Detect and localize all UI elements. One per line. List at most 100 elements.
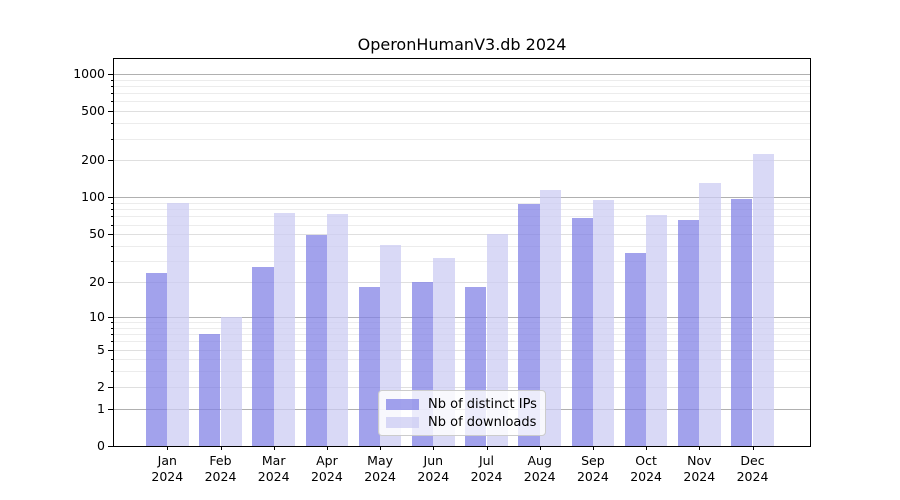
bar-downloads-feb bbox=[220, 316, 242, 446]
y-tick-minor-90 bbox=[111, 203, 114, 204]
gridline-minor-600 bbox=[114, 101, 810, 103]
gridline-major-100 bbox=[114, 197, 810, 199]
x-tick-label-nov: Nov 2024 bbox=[683, 453, 716, 485]
y-tick-label-50: 50 bbox=[89, 226, 105, 242]
gridline-minor-300 bbox=[114, 138, 810, 140]
x-tick-aug bbox=[539, 446, 541, 450]
y-tick-minor-900 bbox=[111, 79, 114, 81]
gridline-minor-70 bbox=[114, 216, 810, 218]
gridline-50 bbox=[114, 234, 810, 236]
gridline-2 bbox=[114, 386, 810, 388]
y-tick-minor-700 bbox=[111, 93, 114, 94]
x-tick-mar bbox=[273, 446, 275, 450]
x-tick-oct bbox=[646, 446, 648, 450]
gridline-major-1000 bbox=[114, 73, 810, 75]
y-tick-minor-300 bbox=[111, 138, 114, 140]
legend: Nb of distinct IPs Nb of downloads bbox=[378, 390, 546, 436]
x-tick-feb bbox=[220, 446, 222, 450]
y-tick-0 bbox=[108, 446, 114, 447]
gridline-5 bbox=[114, 349, 810, 351]
y-tick-500 bbox=[108, 111, 114, 113]
bar-downloads-oct bbox=[646, 214, 668, 446]
legend-swatch-distinct-ips bbox=[386, 398, 419, 410]
plot-area bbox=[113, 58, 811, 447]
gridline-minor-900 bbox=[114, 79, 810, 81]
bar-distinct-ips-oct bbox=[624, 253, 647, 446]
gridline-200 bbox=[114, 160, 810, 162]
bar-downloads-mar bbox=[273, 212, 295, 446]
y-tick-label-5: 5 bbox=[97, 341, 105, 357]
x-tick-label-dec: Dec 2024 bbox=[736, 453, 769, 485]
bar-downloads-apr bbox=[326, 214, 349, 446]
y-tick-label-1: 1 bbox=[97, 400, 105, 416]
y-tick-label-500: 500 bbox=[81, 103, 105, 119]
bar-downloads-jan bbox=[167, 203, 189, 446]
y-tick-20 bbox=[108, 282, 114, 283]
y-tick-1000 bbox=[108, 73, 114, 75]
y-tick-minor-60 bbox=[111, 224, 114, 226]
bar-distinct-ips-mar bbox=[252, 266, 274, 446]
x-tick-label-may: May 2024 bbox=[364, 453, 396, 485]
y-tick-5 bbox=[108, 349, 114, 351]
x-tick-label-aug: Aug 2024 bbox=[523, 453, 556, 485]
x-tick-jun bbox=[433, 446, 435, 450]
gridline-20 bbox=[114, 282, 810, 283]
bar-distinct-ips-nov bbox=[678, 219, 700, 446]
gridline-minor-700 bbox=[114, 93, 810, 94]
y-tick-label-20: 20 bbox=[89, 274, 105, 290]
bar-distinct-ips-feb bbox=[199, 334, 221, 446]
chart-title: OperonHumanV3.db 2024 bbox=[357, 35, 567, 54]
y-tick-minor-9 bbox=[111, 322, 114, 323]
bar-distinct-ips-may bbox=[358, 287, 381, 446]
x-tick-label-feb: Feb 2024 bbox=[204, 453, 237, 485]
y-tick-minor-800 bbox=[111, 85, 114, 87]
y-tick-200 bbox=[108, 160, 114, 162]
gridline-major-10 bbox=[114, 316, 810, 318]
y-tick-100 bbox=[108, 197, 114, 199]
x-tick-nov bbox=[699, 446, 701, 450]
y-tick-minor-80 bbox=[111, 209, 114, 211]
gridline-minor-6 bbox=[114, 341, 810, 343]
gridline-minor-80 bbox=[114, 209, 810, 211]
y-tick-1 bbox=[108, 408, 114, 410]
x-tick-sep bbox=[592, 446, 594, 450]
x-tick-jul bbox=[486, 446, 488, 450]
y-tick-label-10: 10 bbox=[89, 308, 105, 324]
legend-item-downloads: Nb of downloads bbox=[386, 414, 537, 430]
legend-label-distinct-ips: Nb of distinct IPs bbox=[428, 396, 537, 412]
gridline-minor-800 bbox=[114, 85, 810, 87]
bar-downloads-dec bbox=[752, 154, 774, 446]
legend-item-distinct-ips: Nb of distinct IPs bbox=[386, 396, 537, 412]
y-tick-2 bbox=[108, 386, 114, 388]
x-tick-label-mar: Mar 2024 bbox=[257, 453, 290, 485]
bar-distinct-ips-dec bbox=[731, 199, 753, 446]
x-tick-label-jun: Jun 2024 bbox=[417, 453, 450, 485]
y-tick-50 bbox=[108, 234, 114, 236]
x-tick-label-oct: Oct 2024 bbox=[630, 453, 662, 485]
bar-downloads-sep bbox=[592, 200, 615, 446]
y-tick-minor-600 bbox=[111, 101, 114, 103]
gridline-minor-7 bbox=[114, 334, 810, 335]
y-tick-label-200: 200 bbox=[81, 152, 105, 168]
y-tick-minor-400 bbox=[111, 123, 114, 125]
y-tick-minor-8 bbox=[111, 327, 114, 329]
bar-distinct-ips-sep bbox=[571, 217, 593, 446]
y-tick-10 bbox=[108, 316, 114, 318]
gridline-minor-30 bbox=[114, 261, 810, 262]
y-tick-minor-7 bbox=[111, 334, 114, 335]
legend-label-downloads: Nb of downloads bbox=[428, 414, 537, 430]
gridline-minor-8 bbox=[114, 327, 810, 329]
bar-distinct-ips-aug bbox=[518, 204, 540, 446]
x-tick-jan bbox=[167, 446, 169, 450]
y-tick-minor-40 bbox=[111, 246, 114, 247]
x-tick-dec bbox=[752, 446, 754, 450]
y-tick-minor-4 bbox=[111, 359, 114, 361]
y-tick-minor-3 bbox=[111, 371, 114, 373]
gridline-minor-40 bbox=[114, 246, 810, 247]
y-tick-label-2: 2 bbox=[97, 378, 105, 394]
gridline-minor-3 bbox=[114, 371, 810, 373]
bar-downloads-aug bbox=[539, 189, 561, 446]
x-tick-label-jul: Jul 2024 bbox=[470, 453, 503, 485]
bar-distinct-ips-jan bbox=[146, 272, 168, 446]
